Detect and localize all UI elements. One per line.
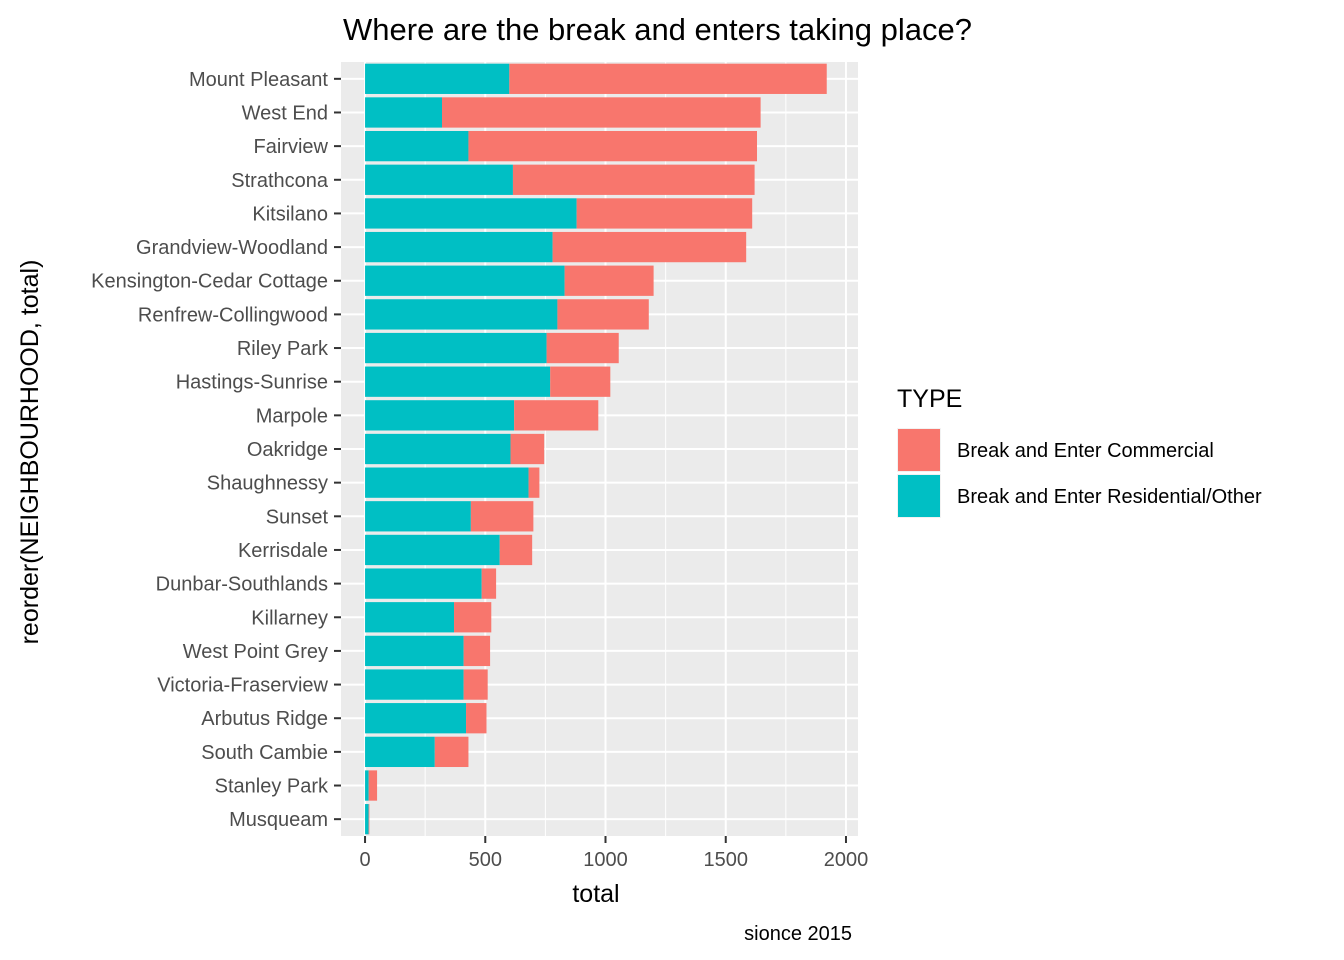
y-tick-label: Shaughnessy [207, 473, 328, 495]
bar-residential [365, 534, 500, 566]
bar-residential [365, 669, 464, 700]
bar-commercial [510, 433, 545, 465]
x-tick-label: 0 [359, 849, 370, 871]
y-tick-label: Arbutus Ridge [201, 708, 328, 730]
bar-residential [365, 366, 551, 397]
x-axis-title: total [572, 880, 619, 908]
y-tick-label: Grandview-Woodland [136, 237, 328, 259]
bar-residential [365, 265, 565, 296]
bar-residential [365, 299, 558, 330]
y-tick-label: Oakridge [247, 439, 328, 461]
chart-title: Where are the break and enters taking pl… [343, 12, 972, 47]
bar-commercial [481, 568, 497, 599]
bar-commercial [470, 501, 534, 532]
bar-residential [365, 635, 464, 667]
y-tick-label: Renfrew-Collingwood [138, 304, 328, 326]
bar-residential [365, 97, 442, 128]
bar-commercial [557, 299, 649, 330]
bar-residential [365, 433, 511, 465]
chart-caption: sionce 2015 [744, 923, 852, 945]
y-tick-label: Marpole [256, 405, 328, 427]
bar-commercial [368, 804, 370, 835]
bar-residential [365, 400, 515, 431]
y-tick-label: Musqueam [229, 809, 328, 831]
bar-commercial [441, 97, 761, 128]
y-tick-label: Fairview [254, 136, 329, 158]
bar-residential [365, 198, 577, 229]
legend-label: Break and Enter Residential/Other [957, 486, 1262, 508]
bar-residential [365, 736, 435, 768]
bar-residential [365, 568, 482, 599]
y-tick-label: West End [242, 102, 328, 124]
y-tick-label: Kerrisdale [238, 540, 328, 562]
y-tick-label: West Point Grey [183, 641, 328, 663]
bar-commercial [468, 130, 758, 162]
x-tick-label: 500 [469, 849, 502, 871]
y-tick-label: Strathcona [231, 170, 329, 192]
bar-commercial [550, 366, 611, 397]
bar-commercial [509, 63, 827, 94]
bar-residential [365, 231, 553, 263]
bar-commercial [528, 467, 540, 498]
y-tick-label: Killarney [251, 607, 328, 629]
y-tick-label: Riley Park [237, 338, 329, 360]
y-tick-label: Hastings-Sunrise [176, 372, 328, 394]
y-axis-title: reorder(NEIGHBOURHOOD, total) [16, 260, 44, 645]
bar-commercial [368, 770, 378, 801]
legend-label: Break and Enter Commercial [957, 440, 1214, 462]
bar-commercial [546, 332, 619, 364]
legend-title: TYPE [897, 385, 962, 413]
bar-commercial [499, 534, 533, 566]
y-axis: Mount Pleasant West End Fairview Strathcona… [91, 69, 341, 831]
y-tick-label: Dunbar-Southlands [156, 574, 328, 596]
x-tick-label: 2000 [824, 849, 869, 871]
bars [365, 63, 827, 835]
bar-commercial [564, 265, 654, 296]
bar-commercial [454, 602, 492, 633]
y-tick-label: Mount Pleasant [189, 69, 328, 91]
y-tick-label: Kitsilano [252, 203, 328, 225]
bar-residential [365, 332, 547, 364]
bar-commercial [576, 198, 753, 229]
bar-residential [365, 501, 471, 532]
y-tick-label: Victoria-Fraserview [157, 675, 328, 697]
bar-residential [365, 804, 369, 835]
y-tick-label: Sunset [266, 506, 329, 528]
legend-key [898, 475, 940, 517]
x-axis: 0 500 1000 1500 2000 [359, 836, 868, 871]
bar-residential [365, 63, 510, 94]
y-tick-label: Stanley Park [215, 776, 329, 798]
legend: TYPE Break and Enter Commercial Break and… [897, 385, 1262, 518]
bar-residential [365, 164, 513, 195]
bar-commercial [463, 669, 488, 700]
bar-residential [365, 770, 369, 801]
bar-commercial [552, 231, 747, 263]
y-tick-label: South Cambie [201, 742, 328, 764]
bar-residential [365, 703, 467, 734]
bar-commercial [463, 635, 491, 667]
bar-residential [365, 602, 455, 633]
bar-commercial [512, 164, 755, 195]
bar-commercial [434, 736, 469, 768]
bar-residential [365, 467, 529, 498]
legend-key [898, 429, 940, 471]
y-tick-label: Kensington-Cedar Cottage [91, 271, 328, 293]
x-tick-label: 1000 [583, 849, 628, 871]
x-tick-label: 1500 [703, 849, 748, 871]
bar-residential [365, 130, 469, 162]
bar-commercial [466, 703, 487, 734]
bar-commercial [514, 400, 599, 431]
